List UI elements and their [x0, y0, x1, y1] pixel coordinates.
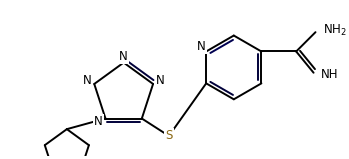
Text: N: N	[119, 50, 128, 63]
Text: N: N	[94, 115, 103, 128]
Text: N: N	[155, 74, 164, 87]
Text: NH: NH	[321, 68, 339, 81]
Text: N: N	[197, 40, 206, 53]
Text: NH$_2$: NH$_2$	[323, 23, 347, 38]
Text: S: S	[165, 129, 172, 142]
Text: N: N	[83, 74, 92, 87]
